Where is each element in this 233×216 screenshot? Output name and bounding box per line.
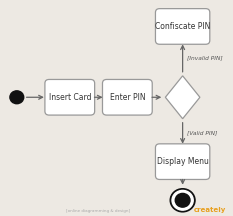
- Text: Display Menu: Display Menu: [157, 157, 209, 166]
- Text: Enter PIN: Enter PIN: [110, 93, 145, 102]
- FancyBboxPatch shape: [155, 9, 210, 44]
- Circle shape: [170, 189, 195, 212]
- Circle shape: [10, 91, 24, 104]
- Text: Insert Card: Insert Card: [48, 93, 91, 102]
- FancyBboxPatch shape: [155, 144, 210, 179]
- Polygon shape: [165, 76, 200, 119]
- Text: [Valid PIN]: [Valid PIN]: [187, 131, 217, 136]
- FancyBboxPatch shape: [103, 79, 152, 115]
- Text: Confiscate PIN: Confiscate PIN: [155, 22, 210, 31]
- Circle shape: [175, 193, 190, 207]
- Text: [online diagramming & design]: [online diagramming & design]: [65, 209, 130, 213]
- Text: [Invalid PIN]: [Invalid PIN]: [187, 56, 223, 61]
- Text: creately: creately: [194, 207, 226, 213]
- FancyBboxPatch shape: [45, 79, 95, 115]
- Circle shape: [172, 191, 193, 210]
